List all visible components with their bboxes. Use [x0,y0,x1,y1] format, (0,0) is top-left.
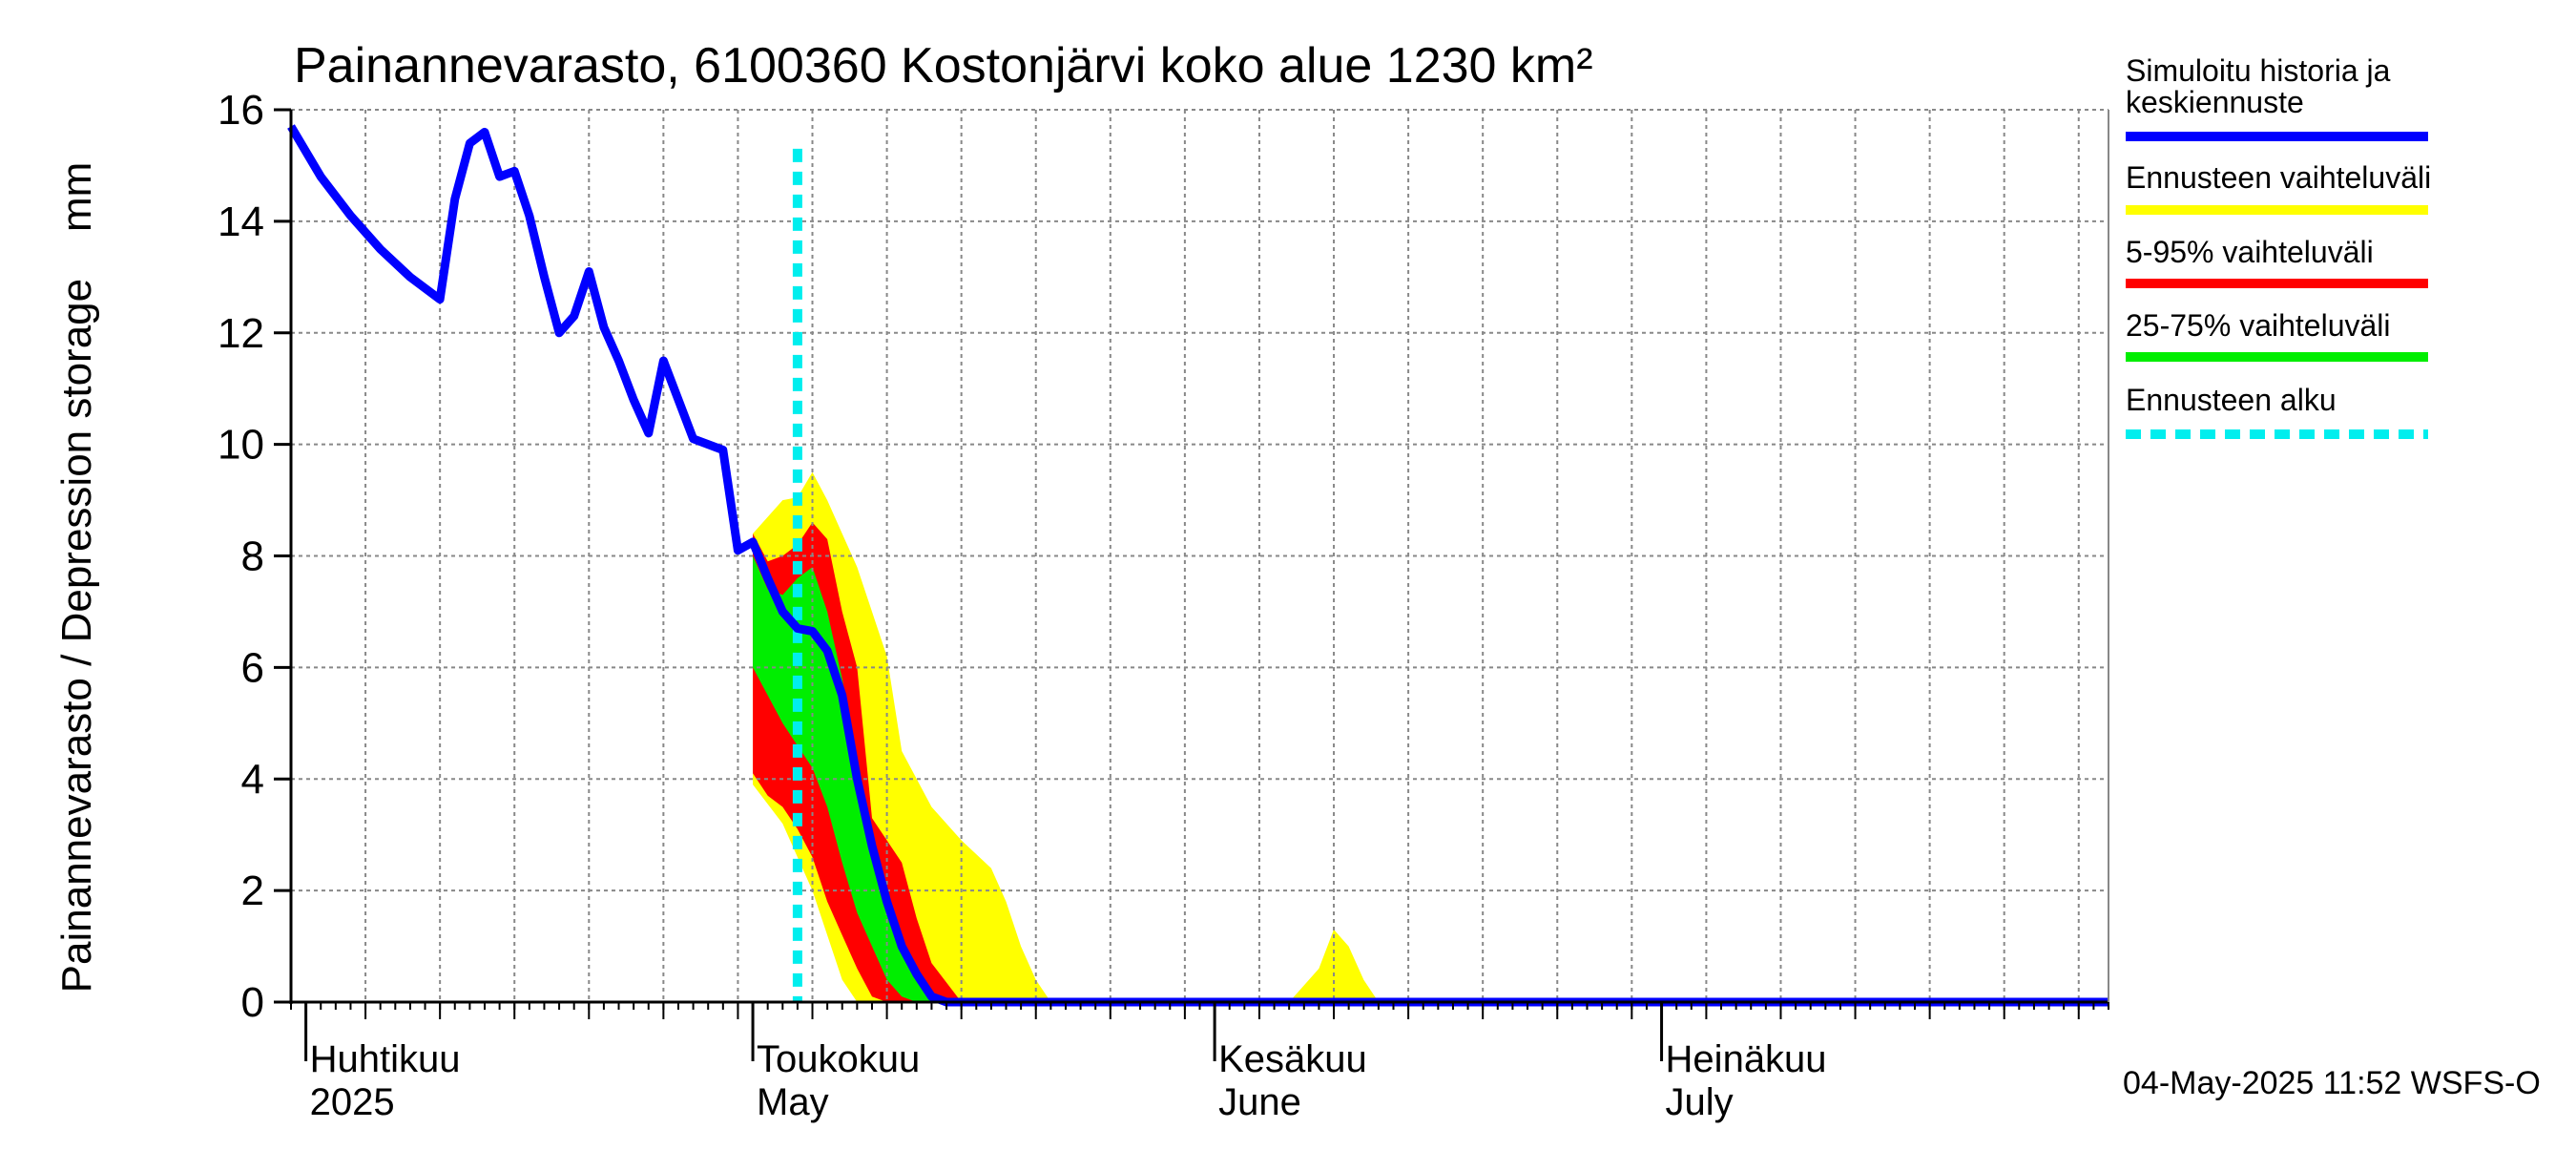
x-month-label: Kesäkuu [1218,1038,1367,1080]
y-tick-label: 8 [241,533,264,580]
legend-label: Ennusteen vaihteluväli [2126,160,2431,195]
x-month-sublabel: 2025 [310,1081,395,1123]
y-axis-label: Painannevarasto / Depression storage mm [53,162,100,993]
y-tick-label: 16 [218,87,264,134]
y-tick-label: 4 [241,756,264,803]
band-total-range [753,471,2109,1002]
y-tick-label: 2 [241,868,264,914]
y-tick-label: 14 [218,199,264,245]
y-tick-label: 10 [218,422,264,469]
x-month-label: Toukokuu [757,1038,920,1080]
y-tick-label: 0 [241,979,264,1026]
series-history-median [287,124,2109,1007]
x-month-sublabel: June [1218,1081,1301,1123]
band-25-75 [753,555,2109,1002]
y-tick-label: 6 [241,644,264,691]
x-month-sublabel: July [1666,1081,1734,1123]
axes [274,108,2109,1061]
legend-label: 25-75% vaihteluväli [2126,308,2391,343]
legend-label-part: keskiennuste [2126,85,2304,119]
x-month-label: Heinäkuu [1666,1038,1827,1080]
legend-label: 5-95% vaihteluväli [2126,235,2374,269]
legend-label: Ennusteen alku [2126,383,2337,417]
x-month-sublabel: May [757,1081,829,1123]
series-lines [287,124,2109,1007]
legend-label-part: Simuloitu historia ja [2126,53,2391,88]
chart-title: Painannevarasto, 6100360 Kostonjärvi kok… [294,38,1593,94]
grid [291,109,2109,1002]
footer-timestamp: 04-May-2025 11:52 WSFS-O [2123,1065,2541,1101]
forecast-bands [753,471,2109,1002]
labels: Painannevarasto, 6100360 Kostonjärvi kok… [53,38,2541,1123]
x-month-label: Huhtikuu [310,1038,461,1080]
y-tick-label: 12 [218,310,264,357]
